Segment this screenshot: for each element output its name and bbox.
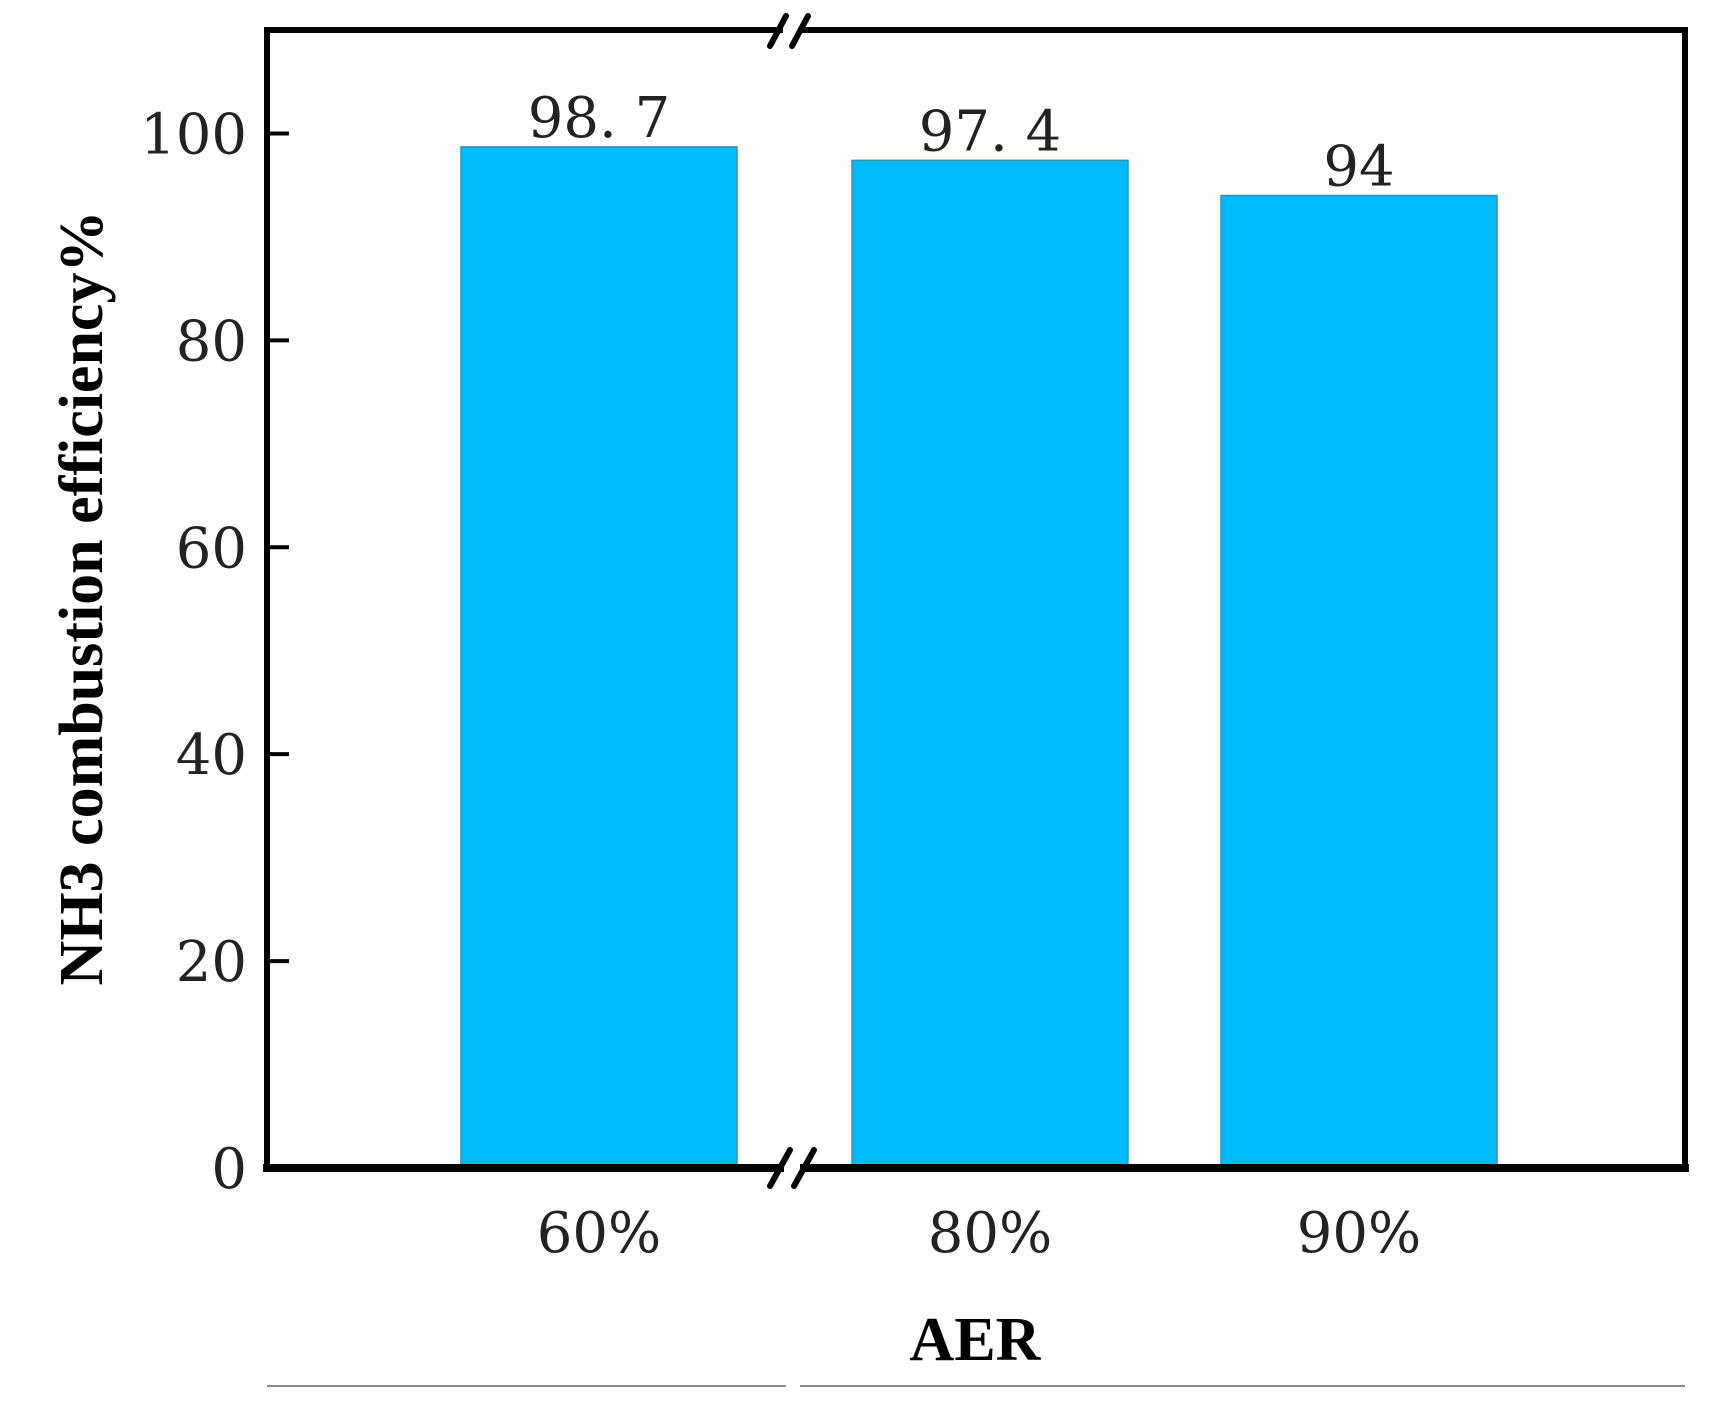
- x-tick-label: 90%: [1297, 1201, 1421, 1266]
- axis-break-bottom: [767, 1147, 817, 1189]
- y-ticks: 0 20 40 60 80 100: [140, 102, 289, 1202]
- x-ticks: 60% 80% 90%: [537, 1201, 1421, 1266]
- bar-60pct: [460, 146, 738, 1169]
- x-tick-label: 80%: [928, 1201, 1052, 1266]
- y-tick-label: 0: [211, 1137, 247, 1202]
- x-tick-label: 60%: [537, 1201, 661, 1266]
- value-label: 94: [1323, 135, 1394, 200]
- y-tick-label: 100: [140, 102, 247, 167]
- y-tick-label: 80: [176, 309, 247, 374]
- y-axis-title: NH3 combustion efficiency%: [48, 211, 116, 986]
- axis-break-top: [767, 13, 811, 49]
- value-label: 98. 7: [528, 86, 671, 151]
- y-tick-label: 60: [176, 516, 247, 581]
- y-tick-label: 20: [176, 930, 247, 995]
- value-label: 97. 4: [919, 99, 1062, 164]
- bars-layer: [460, 146, 1498, 1169]
- x-axis-title: AER: [910, 1306, 1042, 1374]
- bar-90pct: [1220, 194, 1498, 1169]
- bar-80pct: [851, 159, 1129, 1169]
- plot-frame: [263, 27, 1689, 1172]
- value-labels: 98. 7 97. 4 94: [528, 86, 1395, 200]
- y-tick-label: 40: [176, 723, 247, 788]
